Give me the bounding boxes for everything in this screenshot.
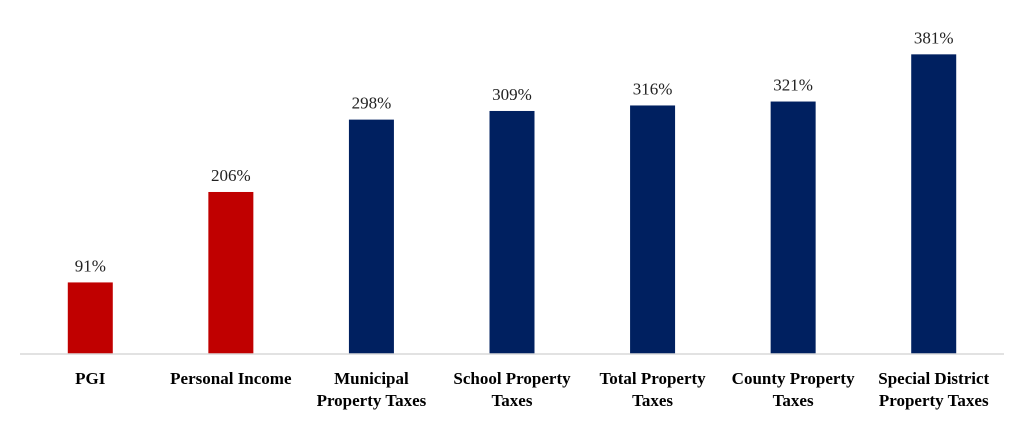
category-label-1: Personal Income	[170, 369, 292, 388]
category-label-4: Total Property Taxes	[599, 369, 706, 410]
value-label-5: 321%	[773, 76, 813, 95]
bar-3	[489, 110, 535, 354]
value-label-2: 298%	[352, 94, 392, 113]
bar-2	[348, 119, 394, 354]
bar-5	[770, 101, 816, 354]
category-label-5-line-1: Taxes	[773, 391, 814, 410]
category-label-2: Municipal Property Taxes	[317, 369, 427, 410]
category-label-0: PGI	[75, 369, 106, 388]
category-label-3-line-0: School Property	[453, 369, 571, 388]
value-label-6: 381%	[914, 28, 954, 47]
value-label-1: 206%	[211, 166, 251, 185]
bar-0	[67, 282, 113, 354]
category-label-6-line-1: Property Taxes	[879, 391, 989, 410]
category-label-5-line-0: County Property	[732, 369, 855, 388]
category-label-6-line-0: Special District	[878, 369, 989, 388]
category-label-4-line-0: Total Property	[599, 369, 706, 388]
bar-6	[911, 54, 957, 354]
value-label-4: 316%	[633, 79, 673, 98]
category-label-4-line-1: Taxes	[632, 391, 673, 410]
category-label-6: Special District Property Taxes	[878, 369, 989, 410]
value-label-0: 91%	[75, 256, 106, 275]
category-label-2-line-1: Property Taxes	[317, 391, 427, 410]
bars-group	[67, 54, 957, 354]
category-label-5: County Property Taxes	[732, 369, 855, 410]
value-label-3: 309%	[492, 85, 532, 104]
category-label-3-line-1: Taxes	[492, 391, 533, 410]
category-label-1-line-0: Personal Income	[170, 369, 292, 388]
category-label-2-line-0: Municipal	[334, 369, 409, 388]
value-labels-group: 91% 206% 298% 309% 316% 321% 381%	[75, 28, 954, 275]
bar-1	[208, 191, 254, 354]
category-labels-group: PGI Personal Income Municipal Property Taxe…	[75, 369, 989, 410]
bar-4	[630, 105, 676, 354]
category-label-0-line-0: PGI	[75, 369, 106, 388]
category-label-3: School Property Taxes	[453, 369, 571, 410]
